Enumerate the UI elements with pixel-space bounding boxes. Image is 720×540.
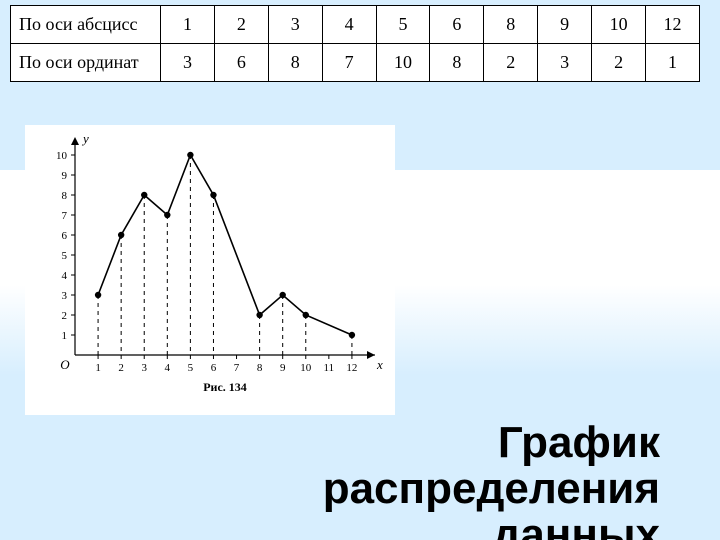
svg-text:7: 7 [62, 210, 68, 222]
cell-x: 2 [214, 6, 268, 44]
cell-x: 1 [161, 6, 215, 44]
svg-text:6: 6 [62, 230, 68, 242]
svg-text:12: 12 [346, 362, 357, 374]
cell-x: 6 [430, 6, 484, 44]
svg-text:6: 6 [211, 362, 217, 374]
svg-text:10: 10 [56, 150, 68, 162]
cell-x: 9 [538, 6, 592, 44]
svg-text:y: y [81, 131, 89, 146]
cell-y: 2 [484, 44, 538, 82]
title-line: График [498, 418, 660, 467]
data-table: По оси абсцисс 1 2 3 4 5 6 8 9 10 12 По … [10, 5, 700, 82]
row-x-label: По оси абсцисс [11, 6, 161, 44]
svg-text:1: 1 [62, 330, 68, 342]
cell-x: 12 [646, 6, 700, 44]
svg-text:2: 2 [62, 310, 68, 322]
svg-text:10: 10 [300, 362, 312, 374]
cell-y: 7 [322, 44, 376, 82]
svg-text:3: 3 [141, 362, 147, 374]
svg-text:5: 5 [62, 250, 68, 262]
cell-x: 8 [484, 6, 538, 44]
cell-x: 5 [376, 6, 430, 44]
line-chart: 12345678910111212345678910OxyРис. 134 [30, 130, 390, 410]
cell-y: 1 [646, 44, 700, 82]
svg-text:4: 4 [62, 270, 68, 282]
svg-text:9: 9 [62, 170, 68, 182]
cell-y: 3 [538, 44, 592, 82]
cell-y: 3 [161, 44, 215, 82]
svg-text:7: 7 [234, 362, 240, 374]
cell-y: 6 [214, 44, 268, 82]
svg-text:x: x [376, 357, 383, 372]
svg-text:8: 8 [257, 362, 263, 374]
title-line: распределения [323, 464, 660, 513]
table: По оси абсцисс 1 2 3 4 5 6 8 9 10 12 По … [10, 5, 700, 82]
slide-title: График распределения данных [140, 420, 660, 540]
cell-y: 8 [430, 44, 484, 82]
slide: По оси абсцисс 1 2 3 4 5 6 8 9 10 12 По … [0, 0, 720, 540]
title-line: данных [492, 510, 660, 540]
cell-x: 10 [592, 6, 646, 44]
svg-text:9: 9 [280, 362, 286, 374]
svg-text:1: 1 [95, 362, 101, 374]
svg-text:Рис. 134: Рис. 134 [203, 380, 247, 394]
cell-x: 4 [322, 6, 376, 44]
svg-text:O: O [60, 357, 70, 372]
svg-text:3: 3 [62, 290, 68, 302]
svg-text:5: 5 [188, 362, 194, 374]
cell-y: 2 [592, 44, 646, 82]
svg-text:2: 2 [118, 362, 124, 374]
svg-text:11: 11 [324, 362, 335, 374]
cell-x: 3 [268, 6, 322, 44]
svg-text:8: 8 [62, 190, 68, 202]
row-y-label: По оси ординат [11, 44, 161, 82]
table-row: По оси абсцисс 1 2 3 4 5 6 8 9 10 12 [11, 6, 700, 44]
cell-y: 10 [376, 44, 430, 82]
table-row: По оси ординат 3 6 8 7 10 8 2 3 2 1 [11, 44, 700, 82]
svg-text:4: 4 [165, 362, 171, 374]
cell-y: 8 [268, 44, 322, 82]
